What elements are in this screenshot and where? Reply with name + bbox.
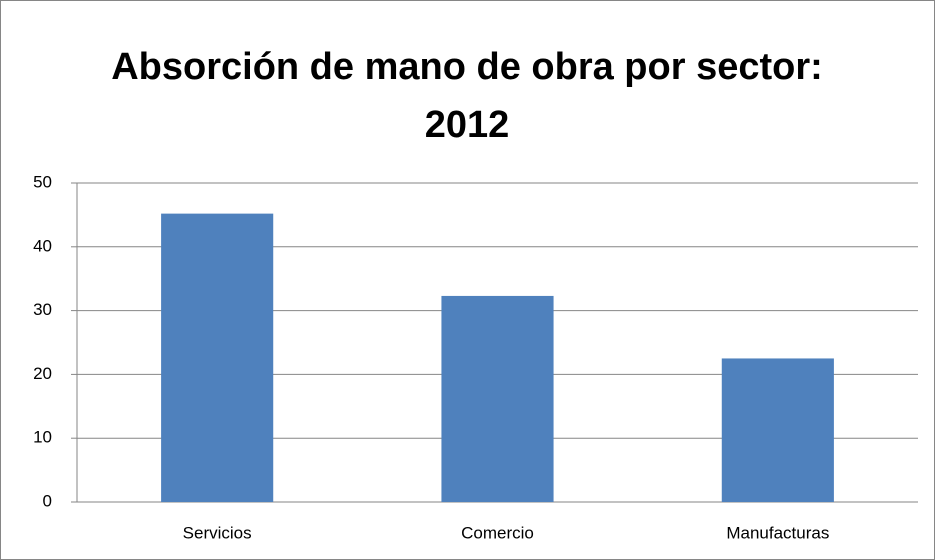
bar — [161, 213, 274, 502]
y-tick-label: 30 — [33, 300, 52, 319]
y-tick-label: 0 — [43, 491, 52, 510]
y-tick-label: 50 — [33, 172, 52, 191]
x-tick-label: Servicios — [183, 523, 252, 542]
y-tick-label: 10 — [33, 428, 52, 447]
bar — [721, 358, 834, 502]
y-tick-label: 40 — [33, 236, 52, 255]
x-tick-label: Manufacturas — [726, 523, 829, 542]
y-tick-label: 20 — [33, 364, 52, 383]
x-tick-label: Comercio — [461, 523, 534, 542]
bar — [441, 295, 554, 502]
chart-title: Absorción de mano de obra por sector: 20… — [111, 46, 823, 146]
